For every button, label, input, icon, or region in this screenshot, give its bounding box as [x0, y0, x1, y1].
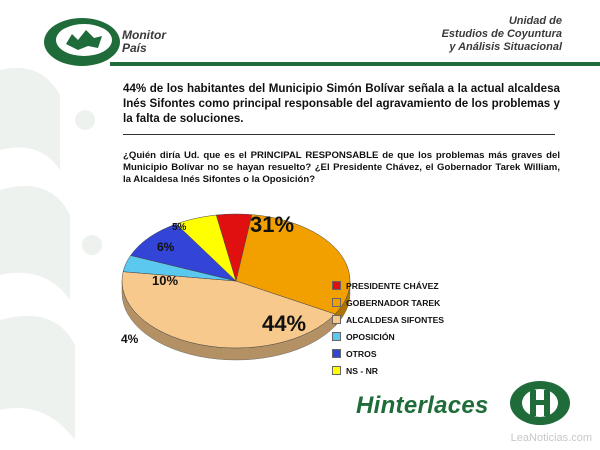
org-line-2: Estudios de Coyuntura: [441, 28, 562, 40]
pie-data-label-3: 4%: [121, 332, 139, 346]
hinterlaces-wordmark: Hinterlaces: [356, 392, 489, 419]
legend-label: ALCALDESA SIFONTES: [346, 314, 445, 325]
pie-data-label-5: 6%: [157, 240, 175, 254]
legend-label: GOBERNADOR TAREK: [346, 297, 441, 308]
pie-data-label-0: 5%: [172, 222, 187, 233]
legend-item-2: ALCALDESA SIFONTES: [332, 311, 444, 328]
org-name: Unidad de Estudios de Coyuntura y Anális…: [442, 15, 562, 54]
divider: [123, 134, 555, 135]
pie-data-label-2: 44%: [262, 311, 306, 336]
hinterlaces-logo: [510, 381, 570, 425]
legend-label: PRESIDENTE CHÁVEZ: [346, 280, 439, 291]
legend-item-4: OTROS: [332, 345, 444, 362]
survey-question: ¿Quién diría Ud. que es el PRINCIPAL RES…: [123, 150, 560, 185]
logo-line-1: Monitor: [122, 28, 166, 42]
background-watermark: [0, 67, 102, 440]
logo-text: Monitor País: [122, 29, 166, 55]
headline: 44% de los habitantes del Municipio Simó…: [123, 82, 560, 125]
legend-swatch: [332, 298, 341, 307]
org-line-1: Unidad de: [508, 15, 562, 27]
legend-label: OPOSICIÓN: [346, 331, 395, 342]
legend-swatch: [332, 366, 341, 375]
pie-slice-5: [175, 214, 237, 282]
logo-line-2: País: [122, 41, 147, 55]
header-rule: [110, 62, 600, 66]
legend-label: NS - NR: [346, 365, 378, 376]
legend-swatch: [332, 349, 341, 358]
pie-slice-1: [235, 214, 351, 315]
website-watermark: LeaNoticias.com: [510, 432, 592, 444]
chart-legend: PRESIDENTE CHÁVEZ GOBERNADOR TAREK ALCALDE…: [332, 277, 444, 379]
legend-label: OTROS: [346, 348, 377, 359]
legend-swatch: [332, 281, 341, 290]
pie-data-label-4: 10%: [152, 273, 178, 288]
legend-item-0: PRESIDENTE CHÁVEZ: [332, 277, 444, 294]
legend-item-3: OPOSICIÓN: [332, 328, 444, 345]
legend-swatch: [332, 315, 341, 324]
org-line-3: y Análisis Situacional: [449, 41, 562, 53]
pie-data-label-1: 31%: [250, 212, 294, 237]
legend-item-5: NS - NR: [332, 362, 444, 379]
pie-slice-4: [130, 223, 237, 282]
legend-item-1: GOBERNADOR TAREK: [332, 294, 444, 311]
monitor-pais-logo: [44, 18, 120, 66]
pie-slice-2: [121, 271, 336, 349]
legend-swatch: [332, 332, 341, 341]
